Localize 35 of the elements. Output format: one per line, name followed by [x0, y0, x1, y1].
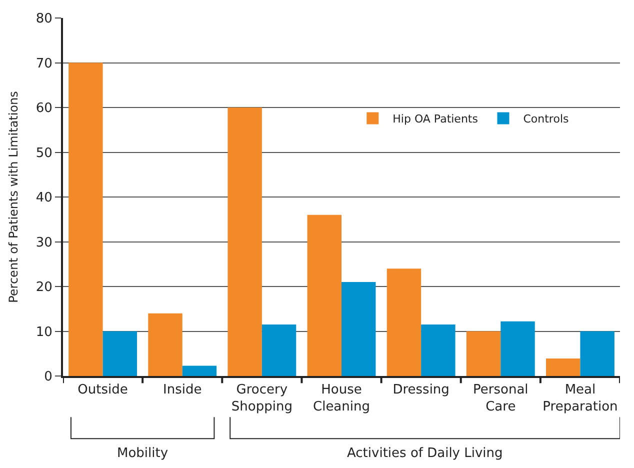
- x-tick-label: Personal Care: [473, 382, 528, 414]
- bar: [148, 313, 182, 376]
- y-tick-label: 80: [36, 12, 52, 27]
- y-axis-title: Percent of Patients with Limitations: [6, 91, 21, 303]
- y-tick-label: 70: [36, 56, 52, 72]
- x-tick-label: Inside: [163, 382, 202, 398]
- bar: [500, 321, 535, 376]
- y-tick-label: 60: [36, 101, 52, 116]
- bar: [466, 331, 501, 376]
- bar: [182, 366, 217, 376]
- bar: [68, 62, 103, 376]
- bar: [386, 268, 422, 376]
- bar: [102, 331, 137, 376]
- x-tick-label: House Cleaning: [313, 382, 370, 414]
- bar: [228, 108, 262, 376]
- x-tick-label: Dressing: [392, 382, 450, 398]
- bar: [580, 331, 614, 376]
- y-tick-label: 20: [36, 280, 52, 296]
- bar: [307, 214, 342, 376]
- x-tick-label: Grocery Shopping: [231, 382, 292, 414]
- text: Activities of Daily Living: [347, 446, 503, 461]
- bar: [421, 324, 456, 376]
- legend-label: Controls: [523, 112, 569, 126]
- bar: [546, 358, 580, 376]
- y-tick-label: 40: [36, 190, 52, 206]
- bar: [342, 282, 376, 376]
- bar: [262, 324, 296, 376]
- text: Mobility: [117, 446, 168, 461]
- x-tick-label: Outside: [78, 382, 128, 398]
- y-tick-label: 30: [36, 235, 52, 250]
- y-tick-label: 50: [36, 146, 52, 161]
- y-tick-label: 10: [36, 324, 52, 340]
- x-tick-label: Meal Preparation: [542, 382, 618, 414]
- legend-label: Hip OA Patients: [392, 112, 478, 126]
- y-tick-label: 0: [44, 370, 52, 385]
